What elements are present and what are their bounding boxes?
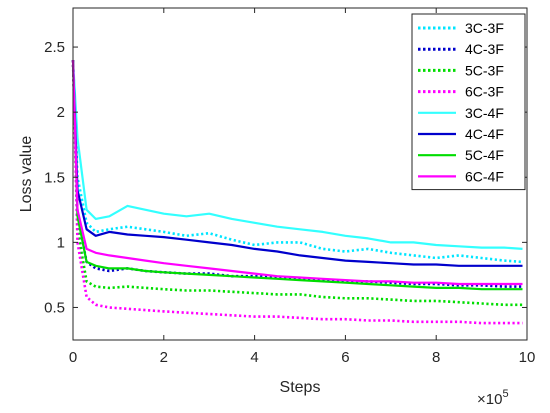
x-tick-label: 4 xyxy=(250,349,258,366)
x-multiplier-base: ×10 xyxy=(477,391,502,408)
x-multiplier-exponent: 5 xyxy=(502,388,508,400)
x-tick-label: 6 xyxy=(341,349,349,366)
y-tick-label: 2.5 xyxy=(44,39,65,56)
x-tick-label: 10 xyxy=(519,349,536,366)
series-layer xyxy=(71,60,523,325)
y-axis-label: Loss value xyxy=(18,136,35,213)
series-line-3c-3f xyxy=(71,60,523,264)
legend-label: 3C-4F xyxy=(465,105,504,121)
series-line-5c-4f xyxy=(71,60,523,291)
series-line-4c-3f xyxy=(71,60,523,288)
legend-box xyxy=(411,13,526,191)
y-tick-label: 2 xyxy=(57,104,65,121)
legend: 3C-3F 4C-3F 5C-3F 6C-3F 3C-4F 4C-4F 5C-4F 6C-4F xyxy=(411,13,526,191)
legend-label: 3C-3F xyxy=(465,20,504,36)
y-tick-label: 1 xyxy=(57,234,65,251)
y-tick-label: 0.5 xyxy=(44,299,65,316)
x-multiplier: ×105 xyxy=(477,388,509,408)
series-line-4c-4f xyxy=(71,60,523,267)
x-axis-label: Steps xyxy=(280,379,321,396)
series-line-6c-3f xyxy=(71,60,523,325)
x-tick-label: 2 xyxy=(160,349,168,366)
legend-label: 4C-3F xyxy=(465,41,504,57)
tick-layer: 0 2 4 6 8 10 0.5 1 1.5 2 2.5 xyxy=(44,8,535,366)
legend-label: 5C-4F xyxy=(465,147,504,163)
legend-label: 5C-3F xyxy=(465,62,504,78)
legend-label: 6C-3F xyxy=(465,84,504,100)
x-tick-label: 0 xyxy=(69,349,77,366)
y-tick-label: 1.5 xyxy=(44,169,65,186)
series-line-3c-4f xyxy=(71,60,523,250)
x-tick-label: 8 xyxy=(432,349,440,366)
legend-label: 6C-4F xyxy=(465,168,504,184)
plot-frame xyxy=(72,7,528,341)
legend-label: 4C-4F xyxy=(465,126,504,142)
series-line-5c-3f xyxy=(71,60,523,307)
series-line-6c-4f xyxy=(71,60,523,286)
